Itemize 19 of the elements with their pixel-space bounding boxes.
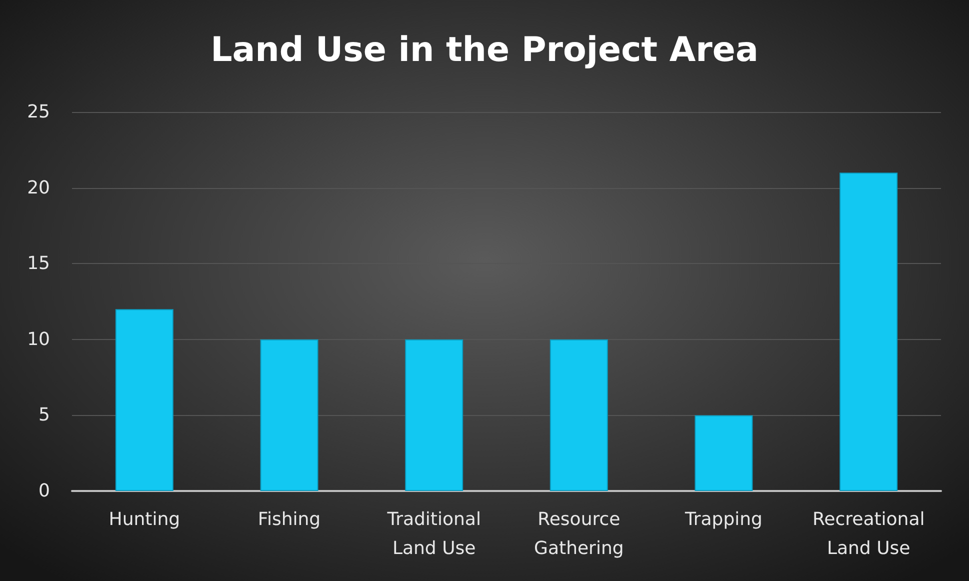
bar	[694, 415, 753, 491]
chart-title: Land Use in the Project Area	[210, 30, 758, 70]
y-tick-label: 20	[27, 177, 50, 198]
y-tick-label: 15	[27, 253, 50, 274]
y-tick-label: 5	[38, 404, 50, 426]
bar	[550, 339, 608, 491]
x-tick-label: Fishing	[258, 509, 321, 530]
bar	[840, 172, 898, 491]
x-tick-label: Recreational Land Use	[812, 509, 925, 559]
x-tick-label: Trapping	[684, 509, 762, 530]
y-tick-label: 10	[27, 328, 50, 350]
x-tick-label: Traditional Land Use	[386, 509, 481, 559]
bar	[405, 339, 464, 491]
x-tick-label: Hunting	[108, 509, 180, 530]
x-tick-label: Resource Gathering	[534, 509, 624, 559]
bar	[115, 309, 174, 491]
y-tick-label: 0	[38, 480, 50, 502]
y-tick-label: 25	[27, 102, 50, 122]
bar	[260, 339, 318, 491]
